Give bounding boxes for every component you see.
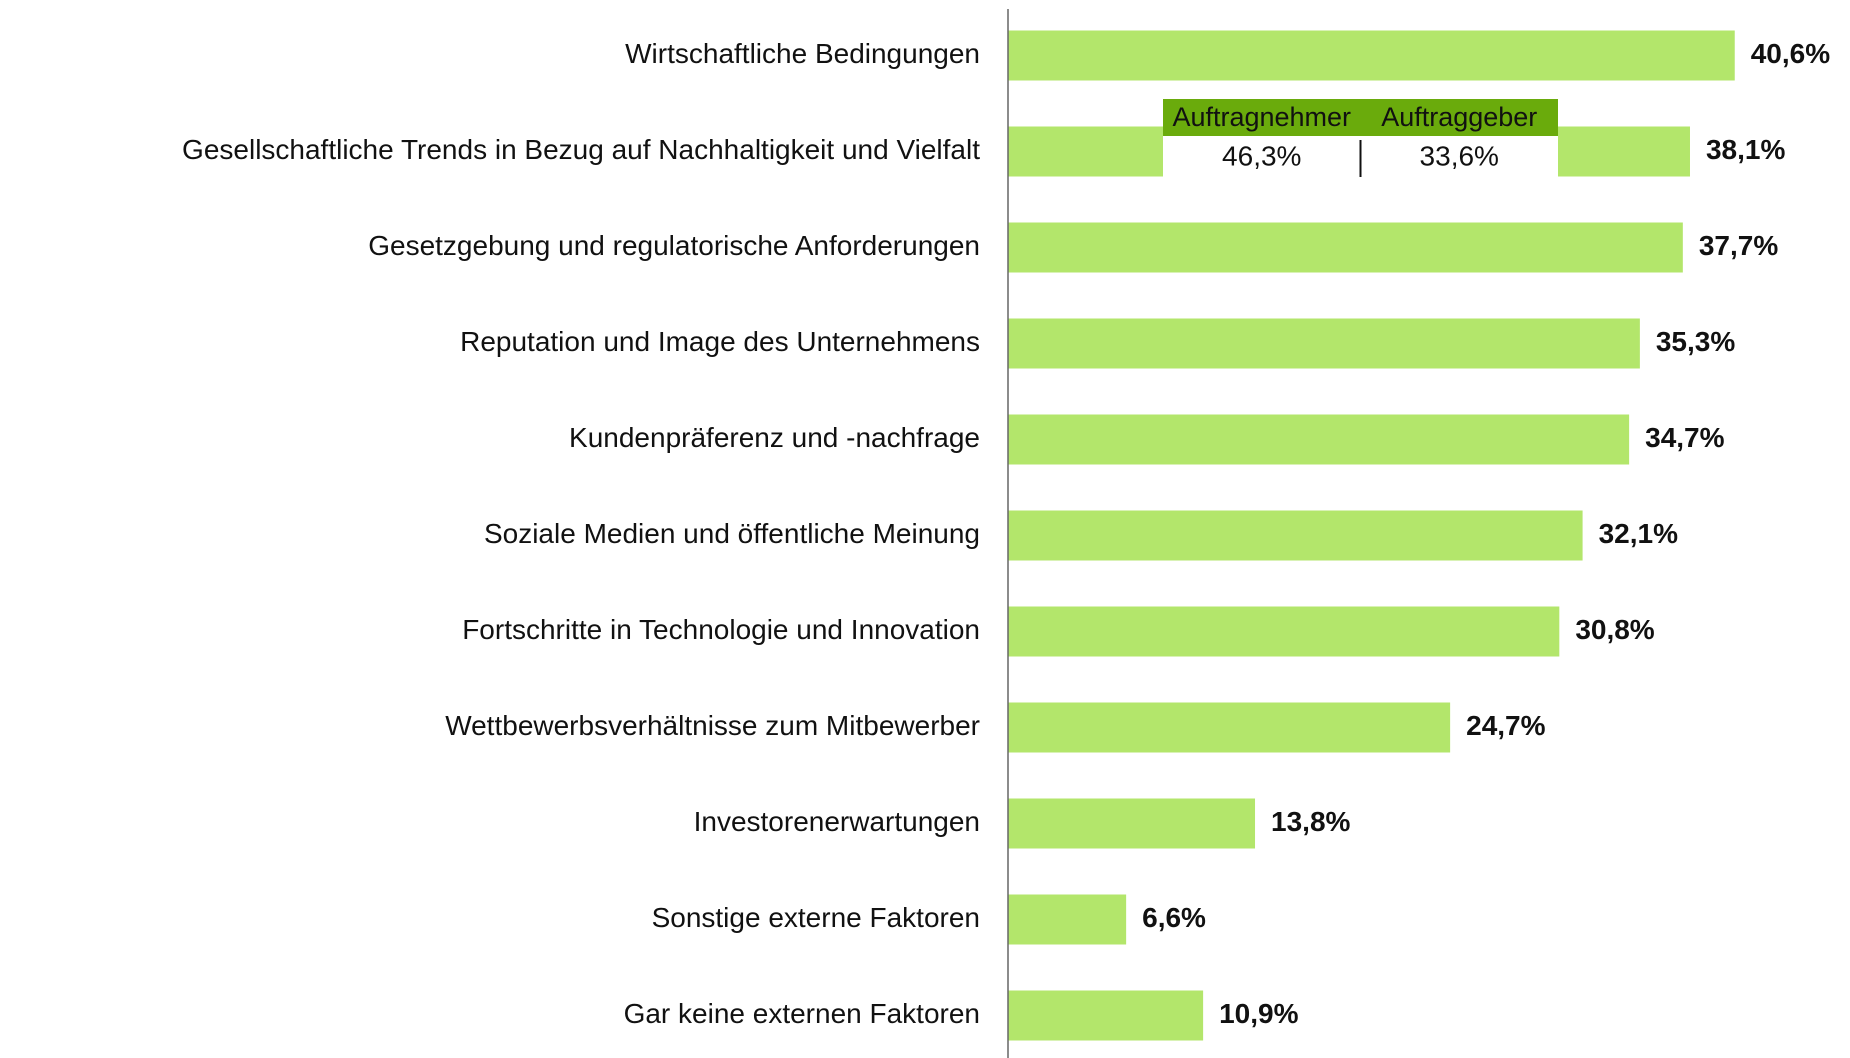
value-label: 24,7% [1466,710,1545,741]
category-label: Wettbewerbsverhältnisse zum Mitbewerber [445,710,980,741]
inset-value: 46,3% [1222,140,1301,171]
bar [1008,606,1560,657]
value-label: 10,9% [1219,998,1298,1029]
bar [1008,222,1683,273]
inset-column: Auftraggeber [1381,102,1537,132]
bar [1008,702,1451,753]
value-label: 38,1% [1706,134,1785,165]
bar [1008,414,1630,465]
value-label: 30,8% [1575,614,1654,645]
inset-header [1163,99,1558,136]
bar [1008,30,1735,81]
category-label: Kundenpräferenz und -nachfrage [569,422,980,453]
value-label: 40,6% [1751,38,1830,69]
value-label: 37,7% [1699,230,1778,261]
category-label: Sonstige externe Faktoren [652,902,980,933]
category-label: Gesellschaftliche Trends in Bezug auf Na… [182,134,980,165]
category-label: Gesetzgebung und regulatorische Anforder… [368,230,980,261]
category-label: Wirtschaftliche Bedingungen [625,38,980,69]
bar [1008,894,1127,945]
bar [1008,318,1640,369]
category-label: Investorenerwartungen [694,806,980,837]
inset-column: Auftragnehmer [1172,102,1351,132]
value-label: 32,1% [1599,518,1678,549]
bar [1008,990,1204,1041]
category-label: Gar keine externen Faktoren [624,998,980,1029]
category-label: Reputation und Image des Unternehmens [460,326,980,357]
value-label: 13,8% [1271,806,1350,837]
value-label: 35,3% [1656,326,1735,357]
category-label: Soziale Medien und öffentliche Meinung [484,518,980,549]
category-label: Fortschritte in Technologie und Innovati… [462,614,980,645]
value-label: 6,6% [1142,902,1206,933]
inset-value: 33,6% [1420,140,1499,171]
bar [1008,798,1256,849]
bar [1008,510,1583,561]
value-label: 34,7% [1645,422,1724,453]
